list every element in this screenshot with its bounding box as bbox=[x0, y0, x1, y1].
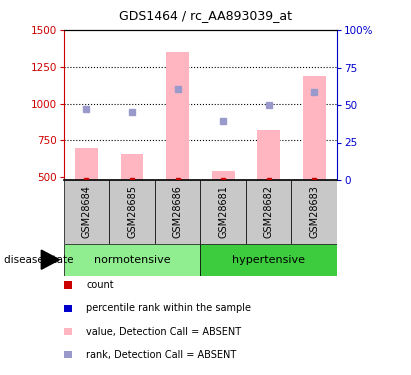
Bar bbox=[75, 148, 98, 180]
Bar bbox=[257, 130, 280, 180]
Bar bbox=[201, 180, 246, 244]
Text: count: count bbox=[86, 280, 114, 290]
Text: GSM28683: GSM28683 bbox=[309, 186, 319, 238]
Text: percentile rank within the sample: percentile rank within the sample bbox=[86, 303, 251, 313]
Bar bbox=[64, 244, 201, 276]
Bar bbox=[166, 52, 189, 180]
Bar bbox=[64, 180, 109, 244]
Polygon shape bbox=[41, 250, 60, 269]
Bar bbox=[212, 171, 235, 180]
Bar bbox=[109, 180, 155, 244]
Text: value, Detection Call = ABSENT: value, Detection Call = ABSENT bbox=[86, 327, 241, 336]
Bar bbox=[246, 180, 291, 244]
Text: GSM28681: GSM28681 bbox=[218, 186, 228, 238]
Bar bbox=[303, 76, 326, 180]
Text: GSM28685: GSM28685 bbox=[127, 185, 137, 238]
Text: normotensive: normotensive bbox=[94, 255, 170, 265]
Text: GSM28682: GSM28682 bbox=[264, 185, 274, 238]
Text: GDS1464 / rc_AA893039_at: GDS1464 / rc_AA893039_at bbox=[119, 9, 292, 22]
Text: GSM28684: GSM28684 bbox=[81, 186, 92, 238]
Text: rank, Detection Call = ABSENT: rank, Detection Call = ABSENT bbox=[86, 350, 237, 360]
Bar bbox=[291, 180, 337, 244]
Bar bbox=[201, 244, 337, 276]
Text: hypertensive: hypertensive bbox=[232, 255, 305, 265]
Text: disease state: disease state bbox=[4, 255, 74, 265]
Text: GSM28686: GSM28686 bbox=[173, 186, 182, 238]
Bar bbox=[121, 153, 143, 180]
Bar bbox=[155, 180, 201, 244]
